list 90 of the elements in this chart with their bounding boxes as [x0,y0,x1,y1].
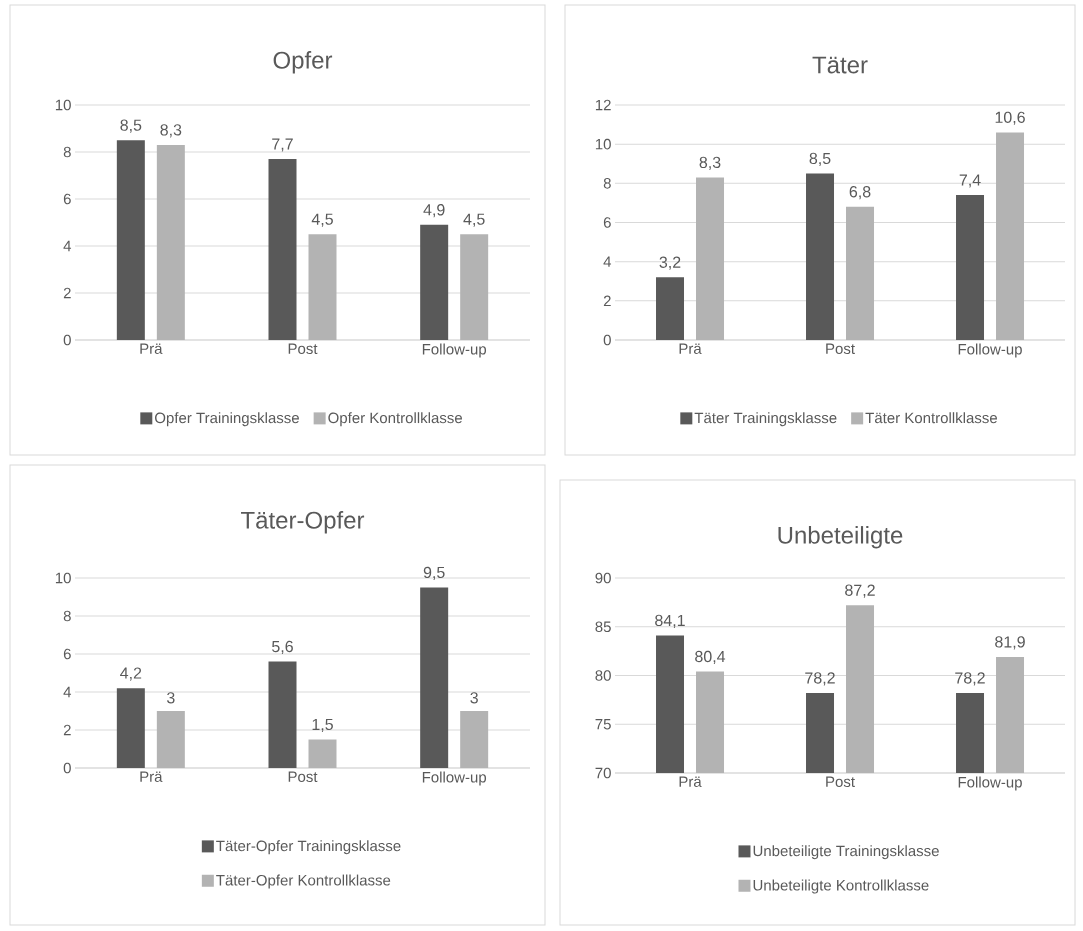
data-label: 6,8 [849,186,871,200]
y-tick-label: 6 [63,193,71,205]
x-tick-label: Post [826,776,855,787]
data-label: 3 [470,692,478,704]
bar [460,234,489,340]
legend-label: Täter Kontrollklasse [865,412,997,424]
bar [806,173,835,340]
chart-title: Täter-Opfer [241,511,365,534]
y-tick-label: 8 [63,610,71,622]
bar [956,195,985,340]
data-label: 84,1 [655,614,685,628]
bar [116,688,145,768]
y-tick-label: 10 [595,138,611,150]
y-tick-label: 10 [55,99,71,111]
data-label: 87,2 [845,584,875,598]
x-tick-label: Prä [679,776,702,787]
chart-title: Täter [812,56,868,74]
bar [308,234,337,340]
data-label: 8,3 [160,124,182,138]
y-tick-label: 0 [63,762,71,774]
legend-label: Täter Trainingsklasse [694,412,837,427]
x-tick-label: Post [288,343,318,354]
x-tick-label: Prä [140,343,163,354]
bar [656,277,685,340]
bar [996,132,1025,340]
y-tick-label: 8 [603,178,611,189]
data-label: 5,6 [272,640,293,655]
bar [116,140,145,340]
y-tick-label: 4 [603,256,612,267]
y-tick-label: 8 [63,146,71,158]
y-tick-label: 10 [55,572,71,584]
data-label: 78,2 [955,672,985,686]
bar [156,711,185,768]
legend-label: Opfer Kontrollklasse [328,412,462,427]
bar [268,159,297,340]
x-tick-label: Prä [679,343,702,354]
y-tick-label: 80 [595,670,611,681]
legend-label: Unbeteiligte Kontrollklasse [753,879,929,894]
data-label: 81,9 [995,636,1025,650]
bar [420,224,449,340]
data-label: 3 [167,692,175,704]
data-label: 78,2 [805,672,835,686]
x-tick-label: Follow-up [958,776,1022,791]
chart-title: Opfer [273,51,333,74]
bar [846,206,875,340]
data-label: 7,7 [272,138,293,152]
y-tick-label: 85 [595,621,611,633]
data-label: 1,5 [312,718,333,732]
x-tick-label: Follow-up [422,771,487,786]
y-tick-label: 4 [63,240,72,252]
y-tick-label: 2 [63,724,71,736]
y-tick-label: 2 [603,295,611,307]
legend-label: Unbeteiligte Trainingsklasse [753,845,939,860]
x-tick-label: Post [288,771,318,782]
y-tick-label: 12 [595,99,611,111]
data-label: 3,2 [659,256,681,270]
y-tick-label: 70 [595,767,611,779]
bar [696,177,725,340]
legend-label: Täter-Opfer Trainingsklasse [216,840,401,855]
y-tick-label: 0 [603,334,611,346]
data-label: 8,5 [809,152,831,166]
data-label: 7,4 [959,174,981,188]
data-label: 80,4 [695,650,726,665]
data-label: 8,5 [120,119,142,133]
bar [460,711,489,768]
bar [268,661,297,768]
y-tick-label: 90 [595,572,611,584]
data-label: 4,5 [463,213,485,227]
y-tick-label: 6 [603,217,611,228]
chart-title: Unbeteiligte [778,526,903,549]
x-tick-label: Follow-up [958,343,1022,358]
y-tick-label: 4 [63,686,72,698]
x-tick-label: Post [826,343,855,354]
y-tick-label: 75 [595,719,611,730]
data-label: 9,5 [423,566,445,580]
data-label: 4,9 [423,204,445,218]
y-tick-label: 0 [63,334,71,346]
bar [308,739,337,768]
legend-label: Opfer Trainingsklasse [155,412,299,427]
y-tick-label: 2 [63,287,71,299]
data-label: 8,3 [699,156,721,170]
data-label: 4,2 [120,667,142,681]
x-tick-label: Follow-up [422,343,487,358]
data-label: 10,6 [995,111,1025,125]
bar [420,587,449,768]
legend-label: Täter-Opfer Kontrollklasse [216,874,391,889]
x-tick-label: Prä [140,771,163,782]
data-label: 4,5 [311,213,333,227]
bar [156,144,185,340]
y-tick-label: 6 [63,648,71,660]
